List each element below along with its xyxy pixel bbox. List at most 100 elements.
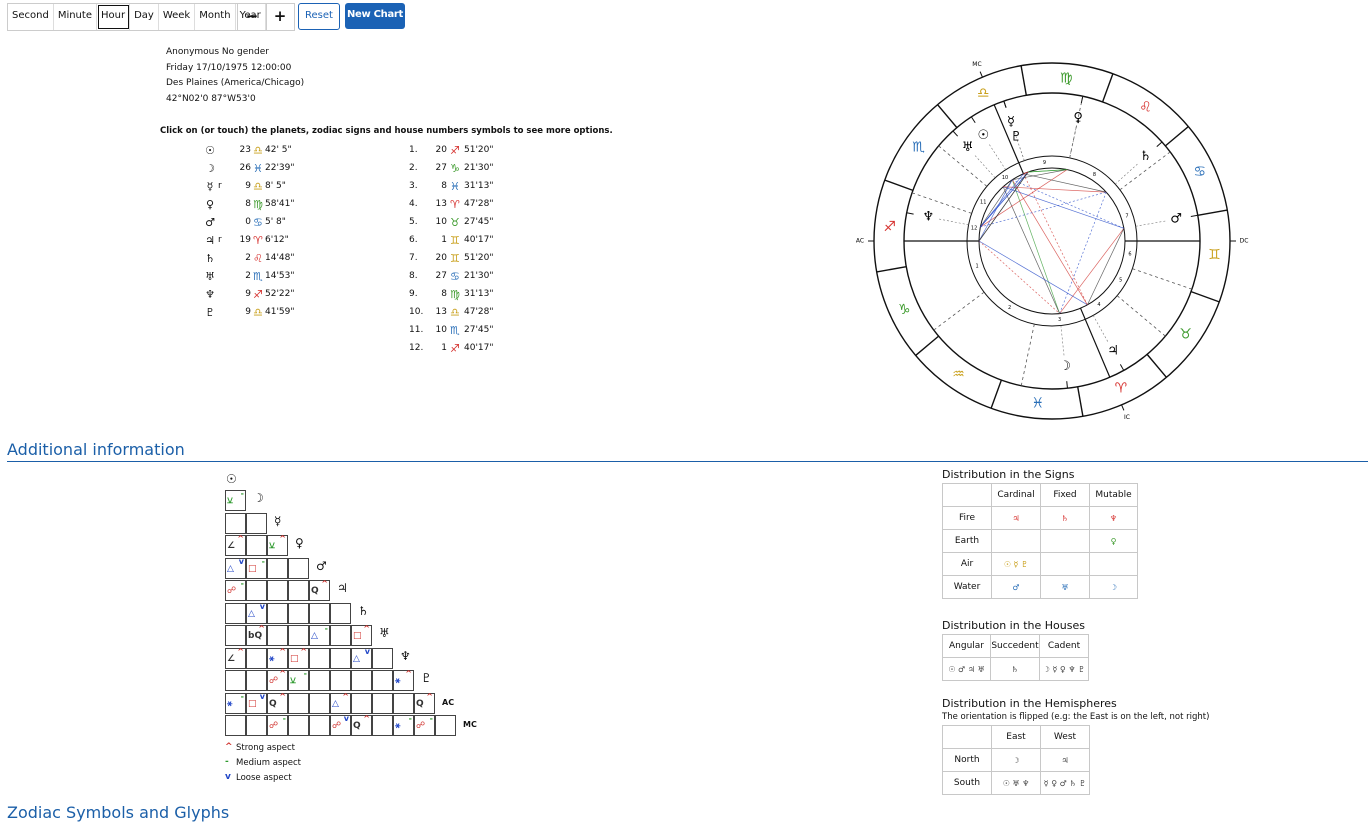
house-sign[interactable]: ♐︎: [450, 144, 460, 157]
wheel-sign[interactable]: ♉︎: [1179, 326, 1192, 342]
planet-symbol[interactable]: ♆: [205, 288, 215, 301]
wheel-planet[interactable]: ☿: [1007, 114, 1015, 129]
planet-sign[interactable]: ♌︎: [253, 252, 263, 265]
period-button[interactable]: Day: [130, 4, 159, 30]
wheel-sign[interactable]: ♏︎: [912, 140, 925, 156]
house-number[interactable]: 11.: [409, 325, 424, 335]
house-number[interactable]: 12.: [409, 343, 424, 353]
aspect-cell[interactable]: ⚹ -: [393, 714, 414, 736]
planet-sign[interactable]: ♋︎: [253, 216, 263, 229]
aspect-row-label[interactable]: ♇: [421, 671, 432, 685]
aspect-row-label[interactable]: ♆: [400, 648, 411, 663]
house-sign[interactable]: ♍︎: [450, 288, 460, 301]
aspect-cell[interactable]: □ ^: [288, 647, 309, 669]
aspect-cell[interactable]: ⚺ -: [225, 489, 246, 511]
house-sign[interactable]: ♏︎: [450, 324, 460, 337]
wheel-sign[interactable]: ♎︎: [977, 85, 990, 101]
house-number[interactable]: 5.: [409, 217, 418, 227]
wheel-sign[interactable]: ♈︎: [1115, 381, 1128, 397]
planet-sign[interactable]: ♎︎: [253, 180, 263, 193]
period-button[interactable]: Week: [159, 4, 196, 30]
step-button[interactable]: −: [245, 7, 259, 25]
house-sign[interactable]: ♊︎: [450, 234, 460, 247]
house-number[interactable]: 10.: [409, 307, 424, 317]
wheel-sign[interactable]: ♊︎: [1208, 247, 1221, 263]
aspect-row-label[interactable]: ☿: [274, 513, 282, 528]
planet-symbol[interactable]: ☽: [205, 162, 215, 175]
aspect-row-label[interactable]: ♂: [316, 558, 327, 573]
wheel-planet[interactable]: ♃: [1107, 344, 1119, 359]
aspect-cell[interactable]: □ ^: [351, 624, 372, 646]
wheel-sign[interactable]: ♋︎: [1193, 164, 1206, 180]
house-number[interactable]: 7.: [409, 253, 418, 263]
aspect-cell[interactable]: ⚺ ^: [267, 534, 288, 556]
wheel-planet[interactable]: ☽: [1059, 359, 1071, 374]
aspect-cell[interactable]: △ v: [225, 557, 246, 579]
wheel-sign[interactable]: ♐︎: [883, 219, 896, 235]
aspect-cell[interactable]: △ v: [246, 602, 267, 624]
house-sign[interactable]: ♋︎: [450, 270, 460, 283]
aspect-cell[interactable]: ⚹ ^: [267, 647, 288, 669]
house-number[interactable]: 8.: [409, 271, 418, 281]
aspect-cell[interactable]: □ -: [246, 557, 267, 579]
aspect-cell[interactable]: △ ^: [330, 692, 351, 714]
house-label[interactable]: 10: [1002, 175, 1008, 181]
house-label[interactable]: 3: [1058, 317, 1061, 323]
house-number[interactable]: 4.: [409, 199, 418, 209]
house-label[interactable]: 1: [975, 264, 978, 270]
planet-sign[interactable]: ♎︎: [253, 144, 263, 157]
aspect-row-label[interactable]: AC: [442, 697, 455, 707]
wheel-planet[interactable]: ♇: [1010, 129, 1022, 144]
aspect-cell[interactable]: ∠ ^: [225, 534, 246, 556]
house-sign[interactable]: ♑︎: [450, 162, 460, 175]
aspect-cell[interactable]: □ v: [246, 692, 267, 714]
planet-symbol[interactable]: ☉: [205, 144, 215, 157]
wheel-sign[interactable]: ♑︎: [898, 302, 911, 318]
house-label[interactable]: 9: [1043, 160, 1046, 166]
aspect-cell[interactable]: ⚹ -: [225, 692, 246, 714]
wheel-planet[interactable]: ♅: [962, 140, 974, 155]
new-chart-button[interactable]: New Chart: [345, 3, 405, 29]
reset-button[interactable]: Reset: [298, 3, 340, 30]
house-label[interactable]: 4: [1097, 302, 1100, 308]
planet-symbol[interactable]: ♀: [205, 198, 215, 211]
period-button[interactable]: Month: [195, 4, 236, 30]
wheel-planet[interactable]: ♆: [922, 209, 934, 224]
house-sign[interactable]: ♊︎: [450, 252, 460, 265]
aspect-row-label[interactable]: ♀: [295, 536, 304, 550]
house-number[interactable]: 9.: [409, 289, 418, 299]
aspect-row-label[interactable]: ☽: [253, 491, 264, 505]
aspect-cell[interactable]: ☍ ^: [267, 669, 288, 691]
step-button[interactable]: +: [273, 7, 287, 25]
house-number[interactable]: 2.: [409, 163, 418, 173]
planet-sign[interactable]: ♓︎: [253, 162, 263, 175]
aspect-cell[interactable]: ☍ -: [225, 579, 246, 601]
house-number[interactable]: 1.: [409, 145, 418, 155]
aspect-cell[interactable]: ∠ ^: [225, 647, 246, 669]
aspect-cell[interactable]: Q ^: [351, 714, 372, 736]
wheel-planet[interactable]: ☉: [978, 128, 990, 143]
aspect-cell[interactable]: ☍ v: [330, 714, 351, 736]
house-number[interactable]: 3.: [409, 181, 418, 191]
wheel-sign[interactable]: ♍︎: [1060, 71, 1073, 87]
planet-sign[interactable]: ♍︎: [253, 198, 263, 211]
house-sign[interactable]: ♓︎: [450, 180, 460, 193]
wheel-planet[interactable]: ♄: [1140, 149, 1152, 164]
wheel-sign[interactable]: ♌︎: [1139, 99, 1152, 115]
house-label[interactable]: 5: [1119, 277, 1122, 283]
aspect-row-label[interactable]: ☉: [226, 472, 237, 486]
aspect-row-label[interactable]: ♅: [379, 626, 390, 640]
house-label[interactable]: 6: [1128, 252, 1131, 258]
planet-sign[interactable]: ♎︎: [253, 306, 263, 319]
house-sign[interactable]: ♈︎: [450, 198, 460, 211]
period-button[interactable]: Year: [236, 4, 266, 30]
house-label[interactable]: 2: [1008, 305, 1011, 311]
aspect-cell[interactable]: △ v: [351, 647, 372, 669]
house-label[interactable]: 12: [971, 225, 977, 231]
planet-sign[interactable]: ♈︎: [253, 234, 263, 247]
aspect-row-label[interactable]: MC: [463, 720, 477, 729]
house-sign[interactable]: ♐︎: [450, 342, 460, 355]
house-sign[interactable]: ♉︎: [450, 216, 460, 229]
house-label[interactable]: 8: [1093, 172, 1096, 178]
house-label[interactable]: 7: [1125, 213, 1128, 219]
